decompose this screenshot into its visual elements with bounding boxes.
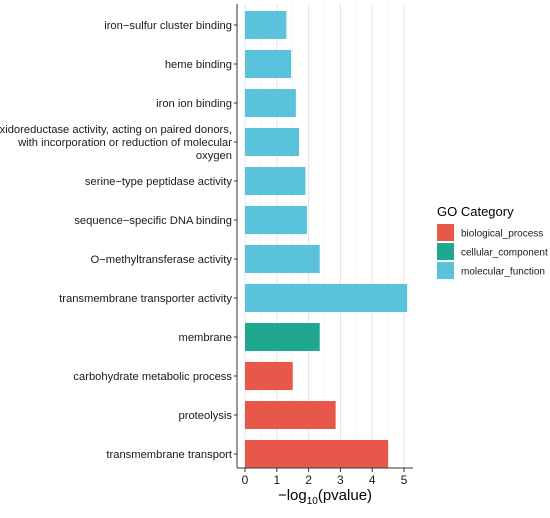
category-label-line: oxygen bbox=[196, 150, 232, 162]
category-label: carbohydrate metabolic process bbox=[73, 371, 232, 383]
category-label-line: heme binding bbox=[165, 59, 232, 71]
category-label-line: with incorporation or reduction of molec… bbox=[17, 137, 232, 149]
x-tick-label: 4 bbox=[369, 473, 376, 487]
x-axis-title-subscript: 10 bbox=[307, 496, 319, 507]
category-label: membrane bbox=[179, 332, 232, 344]
x-axis: 0 1 2 3 4 5 bbox=[236, 4, 413, 487]
legend-label: cellular_component bbox=[461, 248, 548, 259]
bar bbox=[245, 362, 293, 390]
bar bbox=[245, 89, 296, 117]
category-label-line: sequence−specific DNA binding bbox=[74, 215, 232, 227]
category-label-line: oxidoreductase activity, acting on paire… bbox=[0, 124, 232, 136]
legend-swatch bbox=[437, 262, 454, 279]
bar bbox=[245, 11, 287, 39]
category-label-line: serine−type peptidase activity bbox=[85, 176, 232, 188]
category-label-line: iron−sulfur cluster binding bbox=[104, 20, 232, 32]
category-label: proteolysis bbox=[179, 410, 233, 422]
category-label: heme binding bbox=[165, 59, 232, 71]
legend-title: GO Category bbox=[437, 204, 514, 219]
x-tick-label: 5 bbox=[401, 473, 408, 487]
bar bbox=[245, 206, 308, 234]
bar bbox=[245, 128, 300, 156]
category-label: iron−sulfur cluster binding bbox=[104, 20, 232, 32]
bar bbox=[245, 50, 292, 78]
category-label-line: transmembrane transporter activity bbox=[59, 293, 232, 305]
category-label: sequence−specific DNA binding bbox=[74, 215, 232, 227]
legend-label: biological_process bbox=[461, 229, 543, 240]
category-label: transmembrane transport bbox=[106, 449, 232, 461]
legend: GO Category biological_process cellular_c… bbox=[437, 204, 548, 279]
bar bbox=[245, 440, 389, 468]
x-tick-label: 3 bbox=[337, 473, 344, 487]
category-label-line: O−methyltransferase activity bbox=[91, 254, 233, 266]
bar bbox=[245, 401, 336, 429]
category-label: iron ion binding bbox=[156, 98, 232, 110]
category-label-line: iron ion binding bbox=[156, 98, 232, 110]
legend-swatch bbox=[437, 243, 454, 260]
category-label: transmembrane transporter activity bbox=[59, 293, 232, 305]
x-tick-label: 1 bbox=[273, 473, 280, 487]
grid-layer bbox=[244, 4, 405, 468]
category-label-line: membrane bbox=[179, 332, 232, 344]
category-label: serine−type peptidase activity bbox=[85, 176, 232, 188]
x-tick-label: 0 bbox=[242, 473, 249, 487]
bar bbox=[245, 284, 408, 312]
category-label-line: proteolysis bbox=[179, 410, 233, 422]
x-axis-title-prefix: −log bbox=[278, 487, 307, 504]
category-label-line: transmembrane transport bbox=[106, 449, 232, 461]
bar-layer bbox=[245, 11, 408, 468]
category-label-line: carbohydrate metabolic process bbox=[73, 371, 232, 383]
bar bbox=[245, 167, 306, 195]
category-labels: iron−sulfur cluster binding heme binding i… bbox=[0, 20, 237, 461]
category-label: O−methyltransferase activity bbox=[91, 254, 233, 266]
legend-entries: biological_process cellular_componentmole… bbox=[437, 224, 548, 279]
x-axis-title: −log10(pvalue) bbox=[278, 487, 372, 507]
x-tick-label: 2 bbox=[305, 473, 312, 487]
category-label: oxidoreductase activity, acting on paire… bbox=[0, 124, 232, 162]
bar bbox=[245, 323, 320, 351]
legend-swatch bbox=[437, 224, 454, 241]
bar bbox=[245, 245, 320, 273]
legend-label: molecular_function bbox=[461, 267, 545, 278]
x-axis-title-suffix: (pvalue) bbox=[318, 487, 372, 504]
